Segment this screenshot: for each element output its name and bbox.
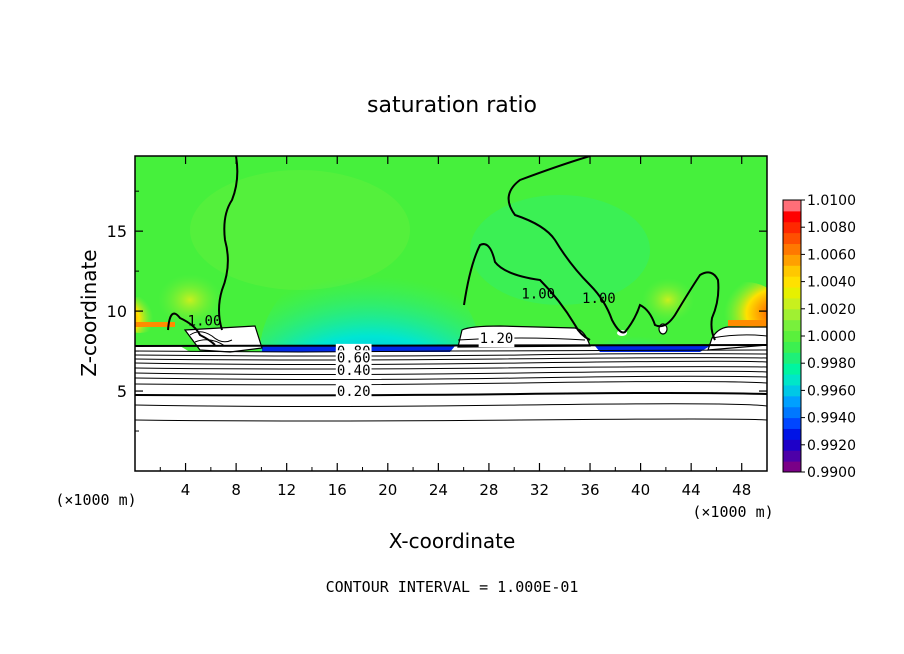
colorbar-swatch xyxy=(783,254,801,266)
colorbar-swatch xyxy=(783,221,801,234)
colorbar-swatch xyxy=(783,406,801,419)
field-patch-hot-right xyxy=(710,282,767,334)
colorbar-swatch xyxy=(783,330,801,342)
colorbar-swatch xyxy=(783,395,801,408)
x-tick-label: 28 xyxy=(479,481,498,499)
stable-layer xyxy=(135,346,767,471)
y-tick-label: 5 xyxy=(117,382,127,401)
contour-interval-note: CONTOUR INTERVAL = 1.000E-01 xyxy=(326,578,579,596)
y-axis: 5 10 15 xyxy=(107,190,767,432)
colorbar-swatch xyxy=(783,363,801,375)
colorbar-swatch xyxy=(783,374,801,386)
colorbar-label: 1.0020 xyxy=(807,302,856,318)
contour-label-bg xyxy=(335,363,372,380)
colorbar-swatch xyxy=(783,450,801,462)
x-tick-label: 44 xyxy=(682,481,701,499)
y-tick-label: 15 xyxy=(107,222,127,241)
colorbar-swatch xyxy=(783,417,801,429)
contour-label: 0.20 xyxy=(337,384,371,400)
colorbar-swatch xyxy=(783,210,801,223)
contour-labels: 1.001.001.001.200.800.600.400.20 xyxy=(188,286,616,400)
x-tick-label: 40 xyxy=(631,481,650,499)
contour-label-bg xyxy=(478,331,515,348)
colorbar-swatch xyxy=(783,287,801,299)
colorbar-swatch xyxy=(783,352,801,364)
contour-label: 1.00 xyxy=(582,291,616,307)
contour-label: 1.00 xyxy=(188,313,222,329)
colorbar-label: 0.9980 xyxy=(807,356,856,372)
colorbar-swatch xyxy=(783,232,801,245)
colorbar-swatch xyxy=(783,276,801,288)
colorbar-label: 1.0040 xyxy=(807,275,856,291)
colorbar-label: 0.9960 xyxy=(807,383,856,399)
orange-band-right xyxy=(728,320,767,326)
field-patch-light xyxy=(470,195,650,305)
field-patch-yellow xyxy=(642,278,694,322)
colorbar-swatch xyxy=(783,308,801,321)
contour-label: 1.20 xyxy=(480,331,514,347)
colorbar-swatch xyxy=(783,200,801,212)
colorbar-swatch xyxy=(783,461,801,473)
colorbar-label: 1.0080 xyxy=(807,220,856,236)
contour-label: 0.40 xyxy=(337,363,371,379)
plot-frame xyxy=(134,155,768,472)
colorbar: 1.0100 1.0080 1.0060 1.0040 1.0020 1.0000 0.99… xyxy=(782,193,856,481)
colorbar-swatch xyxy=(783,384,801,397)
colorbar-swatch xyxy=(783,341,801,353)
colorbar-label: 0.9940 xyxy=(807,411,856,427)
colorbar-label: 0.9900 xyxy=(807,465,856,481)
x-tick-label: 20 xyxy=(378,481,397,499)
colorbar-label: 1.0100 xyxy=(807,193,856,209)
y-axis-label: Z-coordinate xyxy=(77,249,101,376)
y-tick-label: 10 xyxy=(107,302,127,321)
colorbar-swatch xyxy=(783,297,801,310)
contour-label-bg xyxy=(335,350,372,367)
x-axis-label: X-coordinate xyxy=(389,529,516,553)
x-tick-label: 16 xyxy=(328,481,347,499)
x-tick-label: 8 xyxy=(231,481,241,499)
x-axis: 4 8 12 16 20 24 28 32 36 40 44 48 xyxy=(159,156,751,499)
contour-label: 0.60 xyxy=(337,350,371,366)
x-tick-label: 12 xyxy=(277,481,296,499)
x-tick-label: 36 xyxy=(580,481,599,499)
colorbar-swatch xyxy=(783,265,801,277)
x-unit-right: (×1000 m) xyxy=(692,503,773,521)
x-tick-label: 32 xyxy=(530,481,549,499)
x-tick-label: 48 xyxy=(732,481,751,499)
colorbar-label: 0.9920 xyxy=(807,438,856,454)
plot-area: 1.001.001.001.200.800.600.400.20 xyxy=(135,156,767,471)
contour-label: 1.00 xyxy=(521,286,555,302)
colorbar-label: 1.0000 xyxy=(807,329,856,345)
colorbar-swatch xyxy=(783,428,801,440)
x-tick-label: 4 xyxy=(181,481,191,499)
colorbar-swatch xyxy=(783,243,801,255)
cloud-block xyxy=(457,325,591,348)
colorbar-swatch xyxy=(783,439,801,451)
contour-lines-cloud xyxy=(189,331,767,347)
x-unit-left: (×1000 m) xyxy=(55,491,136,509)
colorbar-swatch xyxy=(783,319,801,332)
colorbar-label: 1.0060 xyxy=(807,247,856,263)
chart-title: saturation ratio xyxy=(367,93,537,118)
orange-band-left xyxy=(135,322,175,327)
x-tick-label: 24 xyxy=(429,481,448,499)
contour-label-bg xyxy=(335,383,372,400)
contour-lines-lower xyxy=(135,344,767,422)
